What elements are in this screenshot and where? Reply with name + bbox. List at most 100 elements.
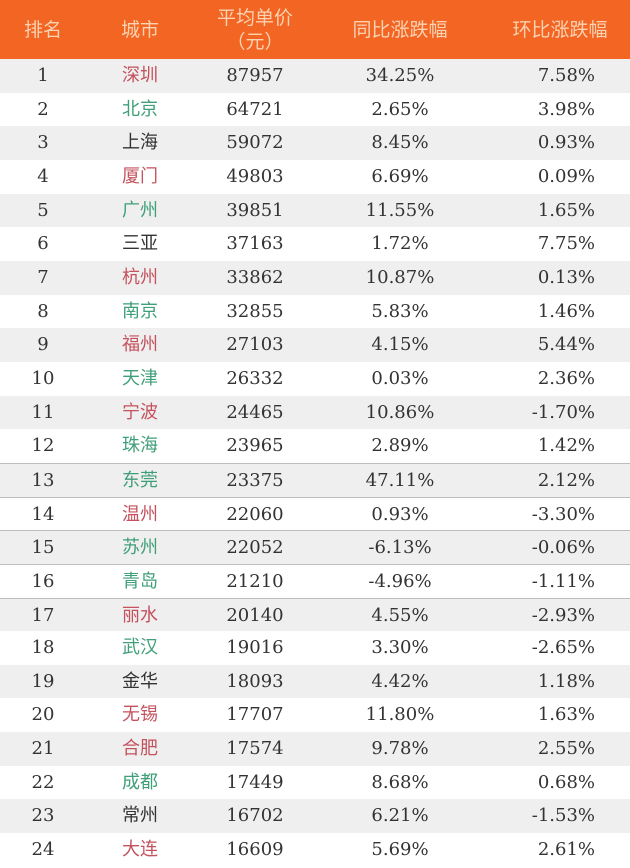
table-row: 22 成都 17449 8.68% 0.68%: [0, 766, 630, 800]
yoy-change-cell: 4.55%: [371, 604, 429, 626]
yoy-change-cell: 11.80%: [365, 704, 435, 726]
yoy-change-cell: 8.68%: [371, 771, 429, 793]
table-row: 23 常州 16702 6.21% -1.53%: [0, 799, 630, 834]
table-row: 10 天津 26332 0.03% 2.36%: [0, 362, 630, 396]
table-row: 13 东莞 23375 47.11% 2.12%: [0, 462, 630, 497]
yoy-change-cell: 4.42%: [371, 670, 429, 692]
mom-change-cell: 1.65%: [537, 199, 595, 221]
price-cell: 19016: [226, 637, 284, 659]
mom-change-cell: -1.53%: [531, 805, 595, 827]
rank-cell: 24: [31, 839, 55, 861]
price-cell: 23375: [226, 469, 284, 491]
table-row: 19 金华 18093 4.42% 1.18%: [0, 664, 630, 699]
price-cell: 49803: [226, 165, 284, 187]
rank-cell: 4: [37, 165, 49, 187]
price-cell: 26332: [226, 367, 284, 389]
table-row: 8 南京 32855 5.83% 1.46%: [0, 295, 630, 329]
table-row: 20 无锡 17707 11.80% 1.63%: [0, 698, 630, 732]
rank-cell: 13: [31, 469, 55, 491]
price-cell: 24465: [226, 401, 284, 423]
yoy-change-cell: 9.78%: [371, 738, 429, 760]
city-cell: 武汉: [122, 637, 158, 659]
city-cell: 青岛: [122, 570, 158, 592]
yoy-change-cell: -6.13%: [368, 537, 432, 559]
rank-cell: 6: [37, 233, 49, 255]
table-row: 17 丽水 20140 4.55% -2.93%: [0, 597, 630, 632]
price-cell: 37163: [226, 233, 284, 255]
rank-cell: 12: [31, 435, 55, 457]
city-cell: 三亚: [122, 233, 158, 255]
rank-cell: 10: [31, 367, 55, 389]
table-body: 1 深圳 87957 34.25% 7.58% 2 北京 64721 2.65% 3.98% 3 上海…: [0, 59, 630, 867]
mom-change-cell: -1.11%: [531, 570, 595, 592]
price-cell: 16609: [226, 839, 284, 861]
table-row: 7 杭州 33862 10.87% 0.13%: [0, 260, 630, 295]
price-cell: 87957: [226, 65, 284, 86]
price-cell: 17707: [226, 704, 284, 726]
mom-change-cell: -2.65%: [531, 637, 595, 659]
header-price-line1: 平均单价: [216, 6, 293, 29]
city-cell: 常州: [122, 805, 158, 827]
table-header: 排名 城市 平均单价 （元） 同比涨跌幅 环比涨跌幅: [0, 0, 630, 59]
yoy-change-cell: 6.69%: [371, 165, 429, 187]
rank-cell: 3: [37, 132, 49, 154]
rank-cell: 5: [37, 199, 49, 221]
rank-cell: 7: [37, 266, 49, 288]
rank-cell: 23: [31, 805, 55, 827]
city-cell: 合肥: [122, 738, 158, 760]
table-row: 24 大连 16609 5.69% 2.61%: [0, 833, 630, 867]
yoy-change-cell: 6.21%: [371, 805, 429, 827]
table-row: 14 温州 22060 0.93% -3.30%: [0, 496, 630, 531]
yoy-change-cell: 10.86%: [365, 401, 435, 423]
mom-change-cell: 2.61%: [537, 839, 595, 861]
rank-cell: 15: [31, 537, 55, 559]
mom-change-cell: 2.12%: [537, 469, 595, 491]
city-cell: 南京: [122, 300, 158, 322]
header-price: 平均单价 （元）: [195, 0, 315, 59]
yoy-change-cell: 5.69%: [371, 839, 429, 861]
city-cell: 大连: [122, 839, 158, 861]
city-cell: 金华: [122, 670, 158, 692]
city-cell: 成都: [122, 771, 158, 793]
yoy-change-cell: 34.25%: [365, 65, 435, 86]
yoy-change-cell: -4.96%: [368, 570, 432, 592]
table-row: 9 福州 27103 4.15% 5.44%: [0, 328, 630, 362]
price-cell: 18093: [226, 670, 284, 692]
mom-change-cell: 1.63%: [537, 704, 595, 726]
city-cell: 东莞: [122, 469, 158, 491]
city-cell: 广州: [122, 199, 158, 221]
price-cell: 23965: [226, 435, 284, 457]
yoy-change-cell: 2.65%: [371, 98, 429, 120]
rank-cell: 18: [31, 637, 55, 659]
rank-cell: 17: [31, 604, 55, 626]
price-cell: 39851: [226, 199, 284, 221]
header-rank: 排名: [23, 18, 62, 41]
table-row: 16 青岛 21210 -4.96% -1.11%: [0, 563, 630, 598]
table-row: 12 珠海 23965 2.89% 1.42%: [0, 429, 630, 463]
price-cell: 64721: [226, 98, 284, 120]
table-row: 21 合肥 17574 9.78% 2.55%: [0, 732, 630, 766]
header-yoy: 同比涨跌幅: [352, 18, 448, 41]
rank-cell: 21: [31, 738, 55, 760]
city-cell: 北京: [122, 98, 158, 120]
rank-cell: 22: [31, 771, 55, 793]
header-price-line2: （元）: [226, 30, 284, 53]
price-cell: 22060: [226, 503, 284, 525]
price-cell: 16702: [226, 805, 284, 827]
table-row: 6 三亚 37163 1.72% 7.75%: [0, 227, 630, 261]
mom-change-cell: 1.42%: [537, 435, 595, 457]
mom-change-cell: 2.55%: [537, 738, 595, 760]
price-cell: 59072: [226, 132, 284, 154]
mom-change-cell: 3.98%: [537, 98, 595, 120]
rank-cell: 16: [31, 570, 55, 592]
city-cell: 苏州: [122, 537, 158, 559]
city-cell: 无锡: [122, 704, 158, 726]
price-cell: 21210: [226, 570, 284, 592]
mom-change-cell: 1.18%: [537, 670, 595, 692]
rank-cell: 20: [31, 704, 55, 726]
yoy-change-cell: 47.11%: [365, 469, 435, 491]
city-cell: 天津: [122, 367, 158, 389]
price-cell: 27103: [226, 334, 284, 356]
yoy-change-cell: 1.72%: [371, 233, 429, 255]
city-cell: 丽水: [122, 604, 158, 626]
